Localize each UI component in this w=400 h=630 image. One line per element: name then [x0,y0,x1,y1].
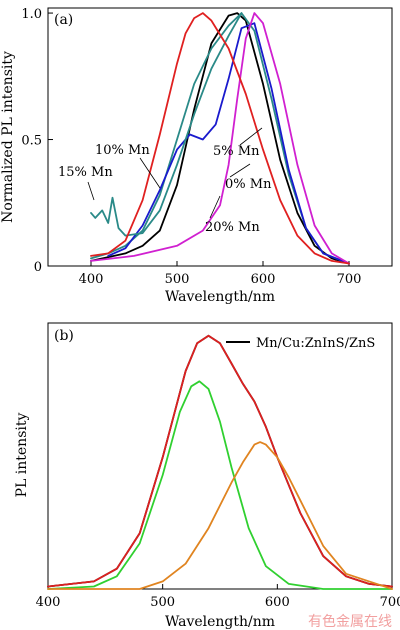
panel-b: (b) 400 500 600 700 Mn/Cu:ZnInS/ZnS Wavelen… [14,322,400,630]
series-line-b-component-1 [47,334,393,588]
series-lines-b [47,334,393,590]
annotation-5mn-leader [239,127,263,146]
annotation-20mn-leader [209,195,221,219]
y-tick-label-a-0: 0 [34,260,42,275]
series-line-a-15-mn [90,12,243,237]
panel-a: (a) 400 500 600 700 0 0.5 1.0 Wavelength/nm No… [0,7,393,305]
x-tick-label-a-400: 400 [79,272,104,287]
x-tick-label-a-700: 700 [337,272,362,287]
series-lines-a [90,12,350,265]
annotation-15mn-leader [87,181,95,201]
annotation-10mn-leader [139,157,161,189]
series-line-b-component-3 [47,441,393,590]
annotation-15mn: 15% Mn [58,165,113,180]
axis-ticks-a: 400 500 600 700 0 0.5 1.0 [21,7,361,287]
watermark: 有色金属在线 [308,613,392,630]
panel-label-a: (a) [54,12,73,28]
y-tick-label-a-1.0: 1.0 [21,7,42,22]
series-line-b-mn-cu-znins-zns [47,334,393,588]
x-axis-label-a: Wavelength/nm [165,289,275,305]
axis-ticks-b: 400 500 600 700 [36,584,400,610]
x-tick-label-b-400: 400 [36,595,61,610]
annotation-5mn: 5% Mn [213,144,260,159]
legend-label: Mn/Cu:ZnInS/ZnS [256,336,375,351]
x-axis-label-b: Wavelength/nm [165,614,275,630]
series-line-b-component-2 [47,380,393,590]
y-axis-label-a: Normalized PL intensity [0,51,16,223]
series-line-a-component-5 [90,12,350,265]
annotation-0mn-leader [229,163,251,178]
series-line-a-20-mn [90,12,350,265]
x-tick-label-b-700: 700 [380,595,400,610]
plot-frame-a [47,7,393,267]
x-tick-label-a-500: 500 [165,272,190,287]
panel-label-b: (b) [54,328,74,344]
x-tick-label-a-600: 600 [251,272,276,287]
annotation-20mn: 20% Mn [205,220,260,235]
y-axis-label-b: PL intensity [14,413,30,498]
annotation-0mn: 0% Mn [225,177,272,192]
x-tick-label-b-600: 600 [265,595,290,610]
series-line-a-10-mn [107,22,350,265]
x-tick-label-b-500: 500 [150,595,175,610]
y-tick-label-a-0.5: 0.5 [21,134,42,149]
annotation-10mn: 10% Mn [95,143,150,158]
plot-frame-b [47,322,393,590]
